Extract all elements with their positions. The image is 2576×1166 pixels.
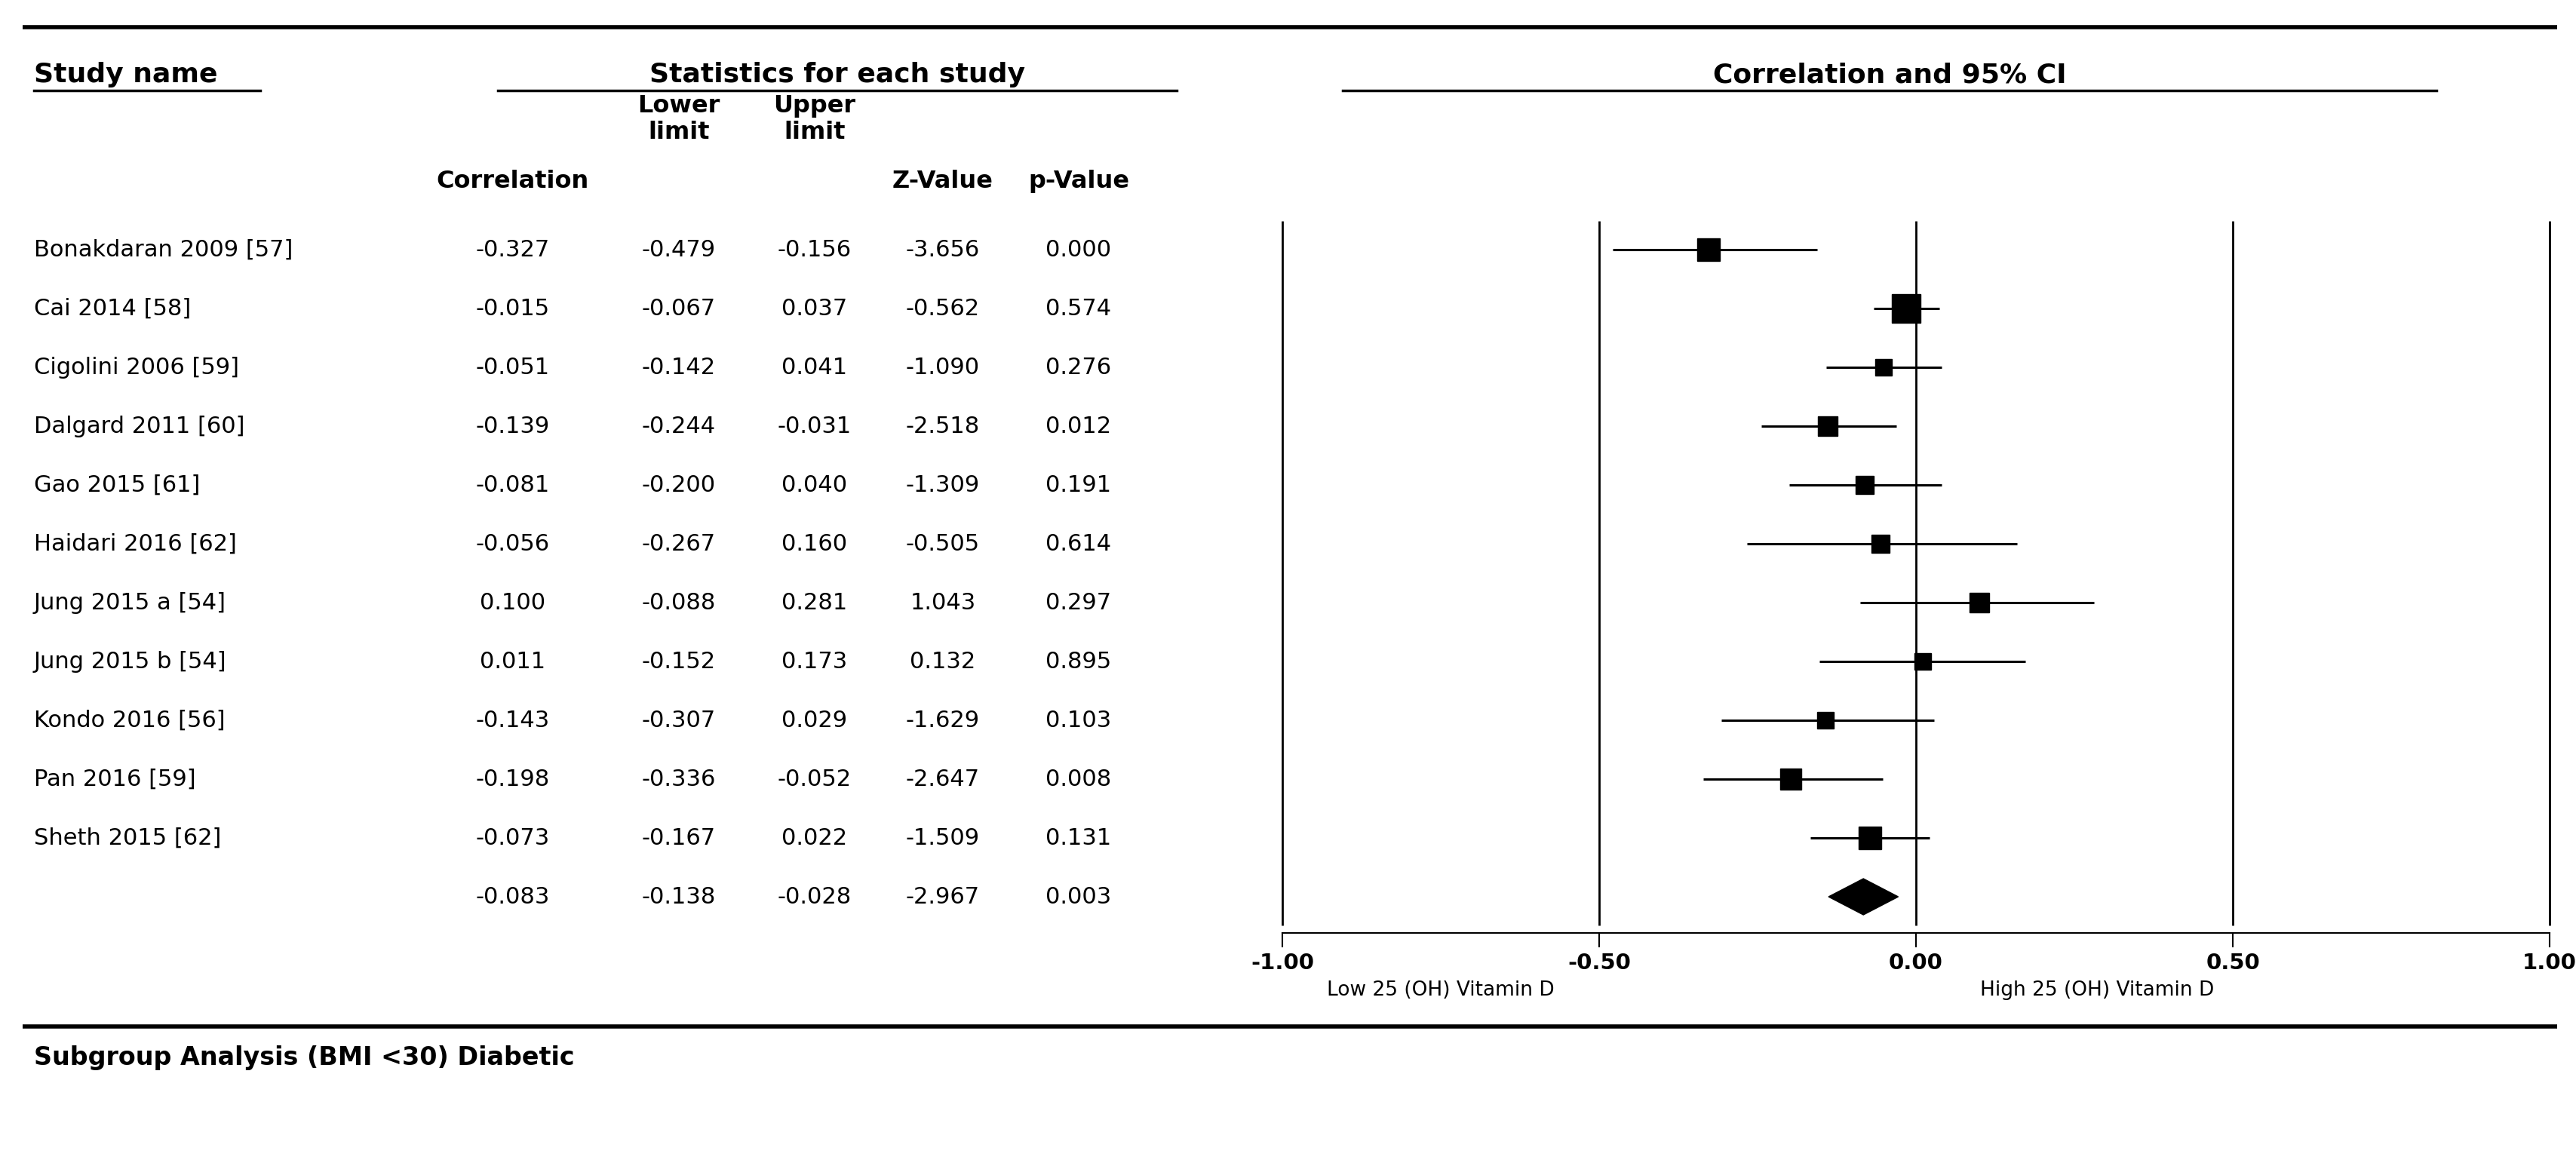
Text: 0.103: 0.103 <box>1046 709 1113 731</box>
Text: -0.562: -0.562 <box>907 297 979 319</box>
Text: -0.051: -0.051 <box>477 357 549 378</box>
Text: 0.008: 0.008 <box>1046 768 1113 791</box>
Text: -0.142: -0.142 <box>641 357 716 378</box>
Text: -0.138: -0.138 <box>641 886 716 907</box>
Text: 0.000: 0.000 <box>1046 239 1110 260</box>
Bar <box>1870 535 1891 553</box>
Text: Sheth 2015 [62]: Sheth 2015 [62] <box>33 827 222 849</box>
Text: 0.281: 0.281 <box>781 591 848 613</box>
Text: -0.479: -0.479 <box>641 239 716 260</box>
Text: -0.088: -0.088 <box>641 591 716 613</box>
Text: 0.011: 0.011 <box>479 651 546 673</box>
Text: -0.056: -0.056 <box>477 533 549 555</box>
Text: 0.895: 0.895 <box>1046 651 1113 673</box>
Text: -0.015: -0.015 <box>477 297 549 319</box>
Bar <box>1819 416 1837 436</box>
Bar <box>1971 592 1989 612</box>
Text: -0.156: -0.156 <box>778 239 853 260</box>
Text: Low 25 (OH) Vitamin D: Low 25 (OH) Vitamin D <box>1327 981 1553 1000</box>
Bar <box>1857 827 1880 849</box>
Text: 0.029: 0.029 <box>781 709 848 731</box>
Polygon shape <box>1829 879 1899 915</box>
Text: Cai 2014 [58]: Cai 2014 [58] <box>33 297 191 319</box>
Text: Haidari 2016 [62]: Haidari 2016 [62] <box>33 533 237 555</box>
Text: -0.167: -0.167 <box>641 827 716 849</box>
Bar <box>1914 653 1932 669</box>
Text: 0.012: 0.012 <box>1046 415 1110 437</box>
Text: Gao 2015 [61]: Gao 2015 [61] <box>33 475 201 496</box>
Text: Cigolini 2006 [59]: Cigolini 2006 [59] <box>33 357 240 378</box>
Text: Correlation and 95% CI: Correlation and 95% CI <box>1713 62 2066 87</box>
Text: Kondo 2016 [56]: Kondo 2016 [56] <box>33 709 224 731</box>
Bar <box>1893 294 1922 323</box>
Text: -0.244: -0.244 <box>641 415 716 437</box>
Text: Subgroup Analysis (BMI <30) Diabetic: Subgroup Analysis (BMI <30) Diabetic <box>33 1046 574 1070</box>
Text: Z-Value: Z-Value <box>891 170 994 194</box>
Text: 0.160: 0.160 <box>781 533 848 555</box>
Text: -0.073: -0.073 <box>477 827 551 849</box>
Text: -1.629: -1.629 <box>907 709 979 731</box>
Bar <box>1816 712 1834 729</box>
Text: Lower
limit: Lower limit <box>639 94 721 145</box>
Bar <box>1855 476 1873 494</box>
Text: -0.143: -0.143 <box>477 709 551 731</box>
Text: 0.022: 0.022 <box>781 827 848 849</box>
Text: Correlation: Correlation <box>438 170 590 194</box>
Text: -0.052: -0.052 <box>778 768 853 791</box>
Text: 0.297: 0.297 <box>1046 591 1110 613</box>
Text: -0.152: -0.152 <box>641 651 716 673</box>
Text: -0.083: -0.083 <box>477 886 551 907</box>
Text: High 25 (OH) Vitamin D: High 25 (OH) Vitamin D <box>1981 981 2213 1000</box>
Text: 0.131: 0.131 <box>1046 827 1113 849</box>
Text: 1.043: 1.043 <box>909 591 976 613</box>
Text: -0.200: -0.200 <box>641 475 716 496</box>
Text: 0.50: 0.50 <box>2205 953 2259 974</box>
Bar <box>1780 768 1801 789</box>
Text: Study name: Study name <box>33 62 216 87</box>
Text: 0.614: 0.614 <box>1046 533 1110 555</box>
Text: 0.040: 0.040 <box>781 475 848 496</box>
Text: 0.191: 0.191 <box>1046 475 1110 496</box>
Text: -0.067: -0.067 <box>641 297 716 319</box>
Text: p-Value: p-Value <box>1028 170 1128 194</box>
Text: -0.307: -0.307 <box>641 709 716 731</box>
Text: -0.139: -0.139 <box>477 415 551 437</box>
Text: -0.031: -0.031 <box>778 415 853 437</box>
Text: -2.647: -2.647 <box>907 768 979 791</box>
Text: Bonakdaran 2009 [57]: Bonakdaran 2009 [57] <box>33 239 294 260</box>
Bar <box>1875 359 1891 375</box>
Text: Jung 2015 a [54]: Jung 2015 a [54] <box>33 591 227 613</box>
Text: 0.041: 0.041 <box>781 357 848 378</box>
Text: -0.081: -0.081 <box>477 475 551 496</box>
Text: -0.267: -0.267 <box>641 533 716 555</box>
Text: -1.00: -1.00 <box>1252 953 1314 974</box>
Text: Pan 2016 [59]: Pan 2016 [59] <box>33 768 196 791</box>
Text: 0.003: 0.003 <box>1046 886 1113 907</box>
Text: -0.198: -0.198 <box>477 768 551 791</box>
Text: 0.00: 0.00 <box>1888 953 1942 974</box>
Text: 1.00: 1.00 <box>2522 953 2576 974</box>
Text: Upper
limit: Upper limit <box>773 94 855 145</box>
Text: -1.509: -1.509 <box>907 827 979 849</box>
Text: -0.336: -0.336 <box>641 768 716 791</box>
Text: Statistics for each study: Statistics for each study <box>649 62 1025 87</box>
Text: -2.967: -2.967 <box>907 886 979 907</box>
Text: -0.505: -0.505 <box>907 533 979 555</box>
Text: Dalgard 2011 [60]: Dalgard 2011 [60] <box>33 415 245 437</box>
Text: -3.656: -3.656 <box>907 239 979 260</box>
Text: 0.574: 0.574 <box>1046 297 1110 319</box>
Text: 0.276: 0.276 <box>1046 357 1110 378</box>
Text: 0.132: 0.132 <box>909 651 976 673</box>
Text: -0.327: -0.327 <box>477 239 551 260</box>
Text: 0.173: 0.173 <box>781 651 848 673</box>
Bar <box>1698 238 1721 261</box>
Text: Jung 2015 b [54]: Jung 2015 b [54] <box>33 651 227 673</box>
Text: -0.028: -0.028 <box>778 886 853 907</box>
Text: -0.50: -0.50 <box>1569 953 1631 974</box>
Text: -1.309: -1.309 <box>907 475 979 496</box>
Text: 0.100: 0.100 <box>479 591 546 613</box>
Text: 0.037: 0.037 <box>781 297 848 319</box>
Text: -1.090: -1.090 <box>907 357 979 378</box>
Text: -2.518: -2.518 <box>907 415 979 437</box>
